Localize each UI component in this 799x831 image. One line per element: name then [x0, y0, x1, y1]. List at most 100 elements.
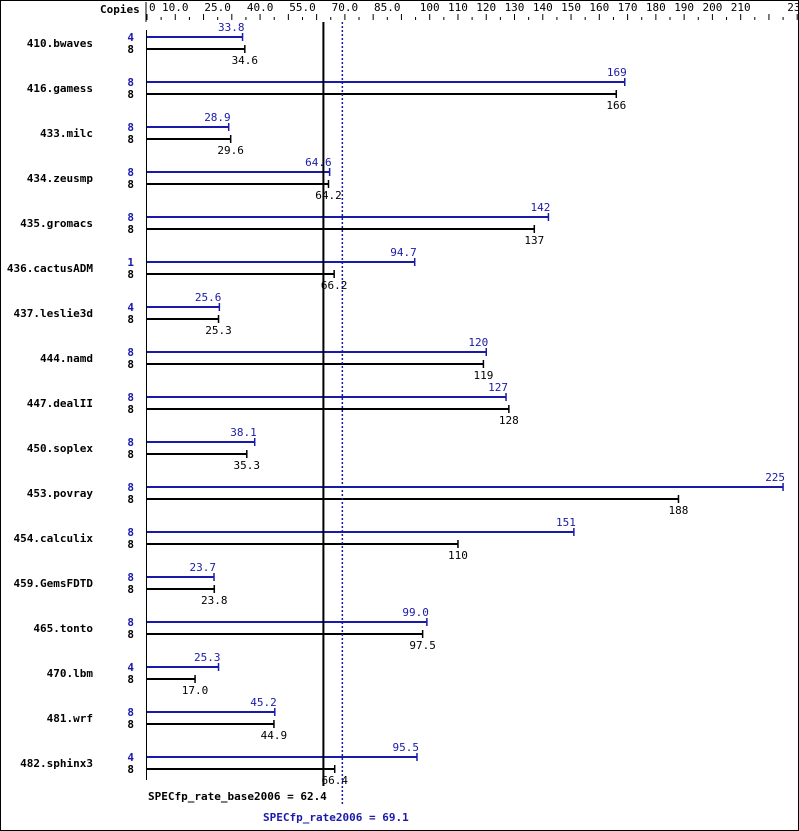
base-value-label: 137: [524, 234, 544, 247]
base-value-label: 66.2: [321, 279, 348, 292]
benchmark-row: 470.lbm 4 25.3 8 17.0: [47, 651, 221, 697]
base-value-label: 66.4: [321, 774, 348, 787]
benchmark-label: 450.soplex: [27, 442, 94, 455]
benchmark-row: 481.wrf 8 45.2 8 44.9: [47, 696, 288, 742]
benchmark-label: 433.milc: [40, 127, 93, 140]
peak-copies: 8: [127, 481, 134, 494]
axis-tick-label: 40.0: [247, 1, 274, 14]
benchmark-row: 416.gamess 8 169 8 166: [27, 66, 627, 112]
copies-header: Copies: [100, 3, 140, 16]
peak-copies: 8: [127, 121, 134, 134]
axis-tick-label: 120: [476, 1, 496, 14]
peak-value-label: 45.2: [250, 696, 277, 709]
peak-copies: 8: [127, 706, 134, 719]
peak-value-label: 120: [468, 336, 488, 349]
peak-value-label: 23.7: [189, 561, 216, 574]
base-value-label: 44.9: [261, 729, 288, 742]
peak-value-label: 64.6: [305, 156, 332, 169]
benchmark-label: 447.dealII: [27, 397, 93, 410]
benchmark-row: 435.gromacs 8 142 8 137: [20, 201, 550, 247]
peak-copies: 1: [127, 256, 134, 269]
benchmark-row: 447.dealII 8 127 8 128: [27, 381, 519, 427]
peak-copies: 4: [127, 751, 134, 764]
benchmark-row: 437.leslie3d 4 25.6 8 25.3: [14, 291, 232, 337]
base-value-label: 23.8: [201, 594, 228, 607]
benchmark-row: 433.milc 8 28.9 8 29.6: [40, 111, 244, 157]
axis-tick-label: 190: [674, 1, 694, 14]
peak-value-label: 94.7: [390, 246, 417, 259]
base-copies: 8: [127, 493, 134, 506]
axis-tick-label: 130: [505, 1, 525, 14]
benchmark-label: 435.gromacs: [20, 217, 93, 230]
benchmark-row: 450.soplex 8 38.1 8 35.3: [27, 426, 260, 472]
benchmark-label: 465.tonto: [33, 622, 93, 635]
peak-copies: 8: [127, 571, 134, 584]
axis-tick-label: 0: [149, 1, 156, 14]
benchmark-label: 444.namd: [40, 352, 93, 365]
peak-reference-label: SPECfp_rate2006 = 69.1: [263, 811, 409, 824]
base-copies: 8: [127, 133, 134, 146]
benchmark-label: 437.leslie3d: [14, 307, 93, 320]
peak-copies: 8: [127, 526, 134, 539]
benchmark-row: 434.zeusmp 8 64.6 8 64.2: [27, 156, 342, 202]
benchmark-row: 410.bwaves 4 33.8 8 34.6: [27, 21, 258, 67]
peak-copies: 4: [127, 31, 134, 44]
benchmark-row: 453.povray 8 225 8 188: [27, 471, 785, 517]
peak-value-label: 33.8: [218, 21, 245, 34]
benchmark-label: 454.calculix: [14, 532, 94, 545]
benchmark-label: 470.lbm: [47, 667, 94, 680]
benchmark-label: 434.zeusmp: [27, 172, 94, 185]
peak-value-label: 28.9: [204, 111, 231, 124]
benchmark-row: 436.cactusADM 1 94.7 8 66.2: [7, 246, 417, 292]
benchmark-label: 481.wrf: [47, 712, 93, 725]
base-copies: 8: [127, 178, 134, 191]
benchmark-row: 465.tonto 8 99.0 8 97.5: [33, 606, 435, 652]
base-copies: 8: [127, 88, 134, 101]
peak-value-label: 127: [488, 381, 508, 394]
base-value-label: 119: [473, 369, 493, 382]
axis-tick-label: 180: [646, 1, 666, 14]
peak-copies: 8: [127, 616, 134, 629]
peak-copies: 8: [127, 76, 134, 89]
axis-tick-label: 200: [702, 1, 722, 14]
axis-tick-label: 110: [448, 1, 468, 14]
peak-copies: 4: [127, 661, 134, 674]
peak-value-label: 95.5: [392, 741, 419, 754]
base-copies: 8: [127, 268, 134, 281]
base-copies: 8: [127, 358, 134, 371]
axis-tick-label: 100: [420, 1, 440, 14]
benchmark-label: 459.GemsFDTD: [14, 577, 94, 590]
base-copies: 8: [127, 223, 134, 236]
benchmark-label: 482.sphinx3: [20, 757, 93, 770]
base-copies: 8: [127, 583, 134, 596]
base-value-label: 166: [606, 99, 626, 112]
base-copies: 8: [127, 538, 134, 551]
axis-tick-label: 210: [731, 1, 751, 14]
base-value-label: 128: [499, 414, 519, 427]
peak-value-label: 225: [765, 471, 785, 484]
base-value-label: 97.5: [409, 639, 436, 652]
peak-copies: 4: [127, 301, 134, 314]
peak-copies: 8: [127, 166, 134, 179]
peak-copies: 8: [127, 211, 134, 224]
base-value-label: 25.3: [205, 324, 232, 337]
benchmark-label: 436.cactusADM: [7, 262, 93, 275]
axis-tick-label: 150: [561, 1, 581, 14]
benchmark-row: 454.calculix 8 151 8 110: [14, 516, 576, 562]
base-value-label: 35.3: [234, 459, 261, 472]
axis-tick-label: 160: [589, 1, 609, 14]
peak-copies: 8: [127, 346, 134, 359]
axis-tick-label: 85.0: [374, 1, 401, 14]
benchmark-label: 453.povray: [27, 487, 94, 500]
base-value-label: 64.2: [315, 189, 342, 202]
axis-tick-label: 230: [787, 1, 799, 14]
benchmark-label: 416.gamess: [27, 82, 93, 95]
base-value-label: 17.0: [182, 684, 209, 697]
axis-tick-label: 140: [533, 1, 553, 14]
peak-copies: 8: [127, 436, 134, 449]
base-copies: 8: [127, 43, 134, 56]
peak-value-label: 38.1: [230, 426, 257, 439]
peak-value-label: 25.3: [194, 651, 221, 664]
base-copies: 8: [127, 628, 134, 641]
base-copies: 8: [127, 448, 134, 461]
